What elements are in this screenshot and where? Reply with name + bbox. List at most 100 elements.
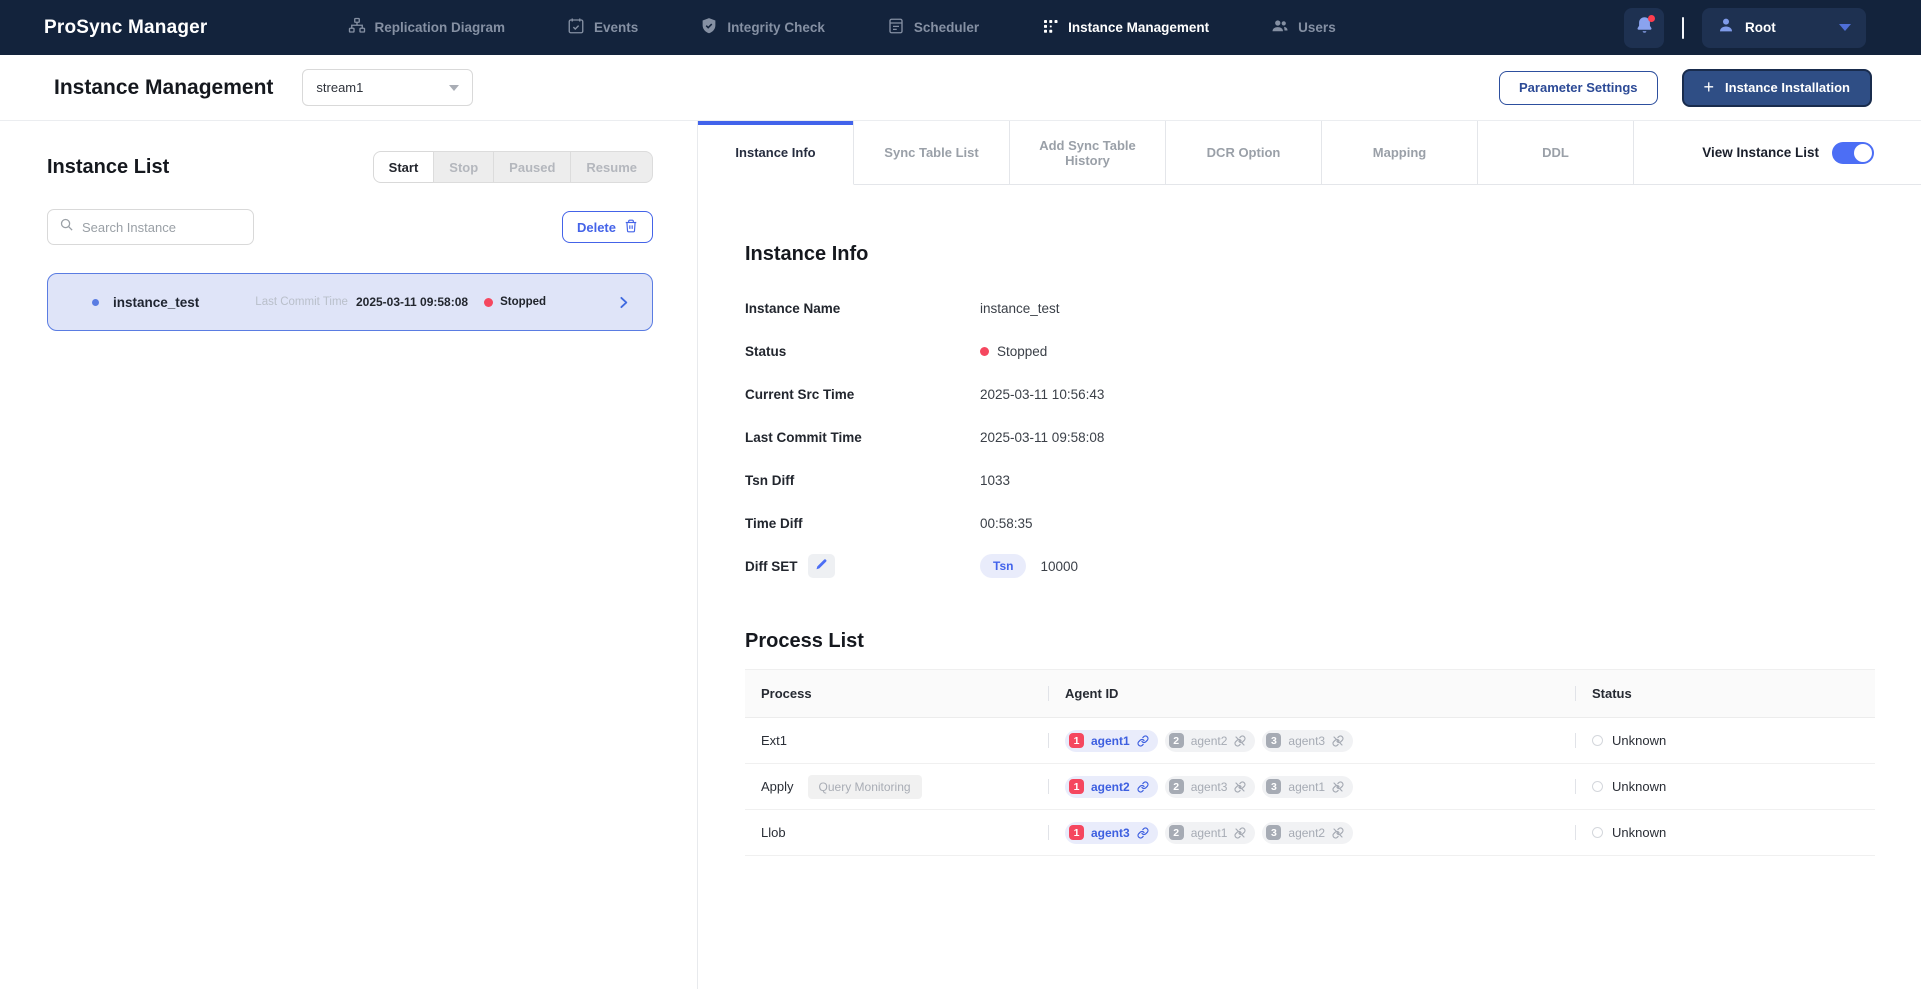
field-last-commit-time: Last Commit Time 2025-03-11 09:58:08 [745, 429, 1105, 445]
chevron-right-icon[interactable] [615, 294, 632, 311]
start-button[interactable]: Start [372, 151, 435, 183]
process-status: Unknown [1612, 733, 1667, 748]
agent-badge[interactable]: 1 agent3 [1065, 821, 1158, 844]
agent-badge[interactable]: 1 agent2 [1065, 775, 1158, 798]
nav-item-scheduler[interactable]: Scheduler [887, 17, 979, 38]
tab-sync-table-list[interactable]: Sync Table List [854, 121, 1010, 185]
column-divider [1575, 825, 1576, 840]
paused-button[interactable]: Paused [493, 151, 572, 183]
notifications-button[interactable] [1624, 7, 1664, 48]
process-name: Llob [761, 825, 786, 840]
app-logo: ProSync Manager [44, 16, 208, 38]
column-header-process: Process [761, 686, 812, 701]
stream-select[interactable]: stream1 [302, 69, 474, 106]
process-list-heading: Process List [745, 630, 864, 652]
column-divider [1575, 733, 1576, 748]
search-instance-box [47, 209, 254, 245]
agent-badge[interactable]: 3 agent3 [1262, 729, 1354, 752]
link-off-icon [1332, 781, 1344, 793]
instance-installation-button[interactable]: + Instance Installation [1681, 68, 1872, 107]
page-header: Instance Management stream1 Parameter Se… [0, 55, 1921, 121]
agent-badge[interactable]: 2 agent1 [1164, 821, 1256, 844]
agent-number: 1 [1069, 779, 1084, 794]
process-status: Unknown [1612, 825, 1667, 840]
agent-name: agent1 [1190, 825, 1228, 840]
delete-button[interactable]: Delete [561, 211, 653, 243]
bell-icon [1634, 15, 1655, 41]
top-navbar: ProSync Manager Replication Diagram Even… [0, 0, 1921, 55]
process-status: Unknown [1612, 779, 1667, 794]
instance-info-fields: Instance Name instance_test Status Stopp… [745, 296, 1874, 578]
nav-item-integrity-check[interactable]: Integrity Check [700, 17, 825, 38]
agent-badge[interactable]: 2 agent2 [1164, 729, 1256, 752]
agent-name: agent2 [1091, 779, 1130, 794]
tab-ddl[interactable]: DDL [1478, 121, 1634, 185]
query-monitoring-button[interactable]: Query Monitoring [807, 774, 922, 799]
search-instance-input[interactable] [82, 219, 242, 235]
link-icon [1137, 781, 1149, 793]
hierarchy-icon [348, 17, 366, 38]
field-tsn-diff: Tsn Diff 1033 [745, 472, 1011, 488]
nav-item-replication-diagram[interactable]: Replication Diagram [348, 17, 505, 38]
grid-dots-icon [1041, 17, 1059, 38]
process-name-cell: Ext1 [745, 733, 1048, 748]
user-menu[interactable]: Root [1702, 7, 1866, 48]
resume-button[interactable]: Resume [570, 151, 653, 183]
tab-instance-info[interactable]: Instance Info [698, 121, 854, 185]
search-icon [59, 217, 74, 237]
edit-diff-set-button[interactable] [807, 554, 835, 578]
process-status-cell: Unknown [1575, 825, 1875, 840]
tab-mapping[interactable]: Mapping [1322, 121, 1478, 185]
instance-detail-panel: Instance Info Sync Table List Add Sync T… [698, 121, 1921, 989]
detail-tab-bar: Instance Info Sync Table List Add Sync T… [698, 121, 1921, 185]
view-instance-list-toggle[interactable] [1832, 141, 1874, 164]
agent-badge[interactable]: 3 agent2 [1262, 821, 1354, 844]
process-table-body: Ext1 1 agent1 2 agent2 3 agent3 Unknown Apply Que… [745, 718, 1875, 856]
tab-dcr-option[interactable]: DCR Option [1166, 121, 1322, 185]
instance-info-heading: Instance Info [745, 243, 869, 265]
link-off-icon [1234, 827, 1246, 839]
view-instance-list-label: View Instance List [1702, 145, 1819, 160]
agent-name: agent2 [1288, 825, 1326, 840]
stop-button[interactable]: Stop [433, 151, 495, 183]
agent-badge[interactable]: 1 agent1 [1065, 729, 1158, 752]
column-divider [1575, 686, 1576, 701]
process-name-cell: Llob [745, 825, 1048, 840]
process-table-row: Apply Query Monitoring 1 agent2 2 agent3 3 agen… [745, 764, 1875, 810]
toggle-knob [1854, 143, 1872, 162]
tab-add-sync-table-history[interactable]: Add Sync Table History [1010, 121, 1166, 185]
instance-list-item[interactable]: instance_test Last Commit Time 2025-03-1… [47, 273, 653, 331]
instance-status: Stopped [500, 296, 547, 308]
agent-number: 1 [1069, 825, 1084, 840]
agent-id-cell: 1 agent1 2 agent2 3 agent3 [1048, 729, 1575, 752]
agent-badge[interactable]: 2 agent3 [1164, 775, 1256, 798]
field-status: Status Stopped [745, 343, 1048, 359]
last-commit-label: Last Commit Time [255, 296, 348, 308]
parameter-settings-button[interactable]: Parameter Settings [1499, 70, 1658, 105]
main-area: Instance List Start Stop Paused Resume D… [0, 121, 1921, 989]
column-divider [1048, 825, 1049, 840]
status-dot-icon [980, 346, 989, 356]
nav-item-users[interactable]: Users [1271, 17, 1336, 38]
navbar-right: Root [1624, 7, 1866, 48]
process-status-cell: Unknown [1575, 779, 1875, 794]
column-header-agent-id: Agent ID [1048, 686, 1575, 701]
chevron-down-icon [1839, 24, 1851, 31]
agent-badge[interactable]: 3 agent1 [1262, 775, 1354, 798]
agent-number: 3 [1266, 779, 1282, 794]
agent-number: 2 [1168, 779, 1184, 794]
instance-name: instance_test [113, 294, 200, 310]
nav-item-instance-management[interactable]: Instance Management [1041, 17, 1209, 38]
agent-number: 2 [1168, 825, 1184, 840]
stream-select-value: stream1 [316, 80, 364, 95]
agent-name: agent1 [1288, 779, 1326, 794]
column-divider [1048, 779, 1049, 794]
agent-id-cell: 1 agent2 2 agent3 3 agent1 [1048, 775, 1575, 798]
users-icon [1271, 17, 1289, 38]
status-dot-icon [484, 297, 494, 307]
process-table-row: Ext1 1 agent1 2 agent2 3 agent3 Unknown [745, 718, 1875, 764]
notification-dot [1648, 14, 1655, 22]
nav-item-events[interactable]: Events [567, 17, 638, 38]
process-table: Process Agent ID Status Ext1 1 agent1 2 agen… [745, 669, 1875, 856]
diff-set-value: 10000 [1040, 558, 1078, 574]
